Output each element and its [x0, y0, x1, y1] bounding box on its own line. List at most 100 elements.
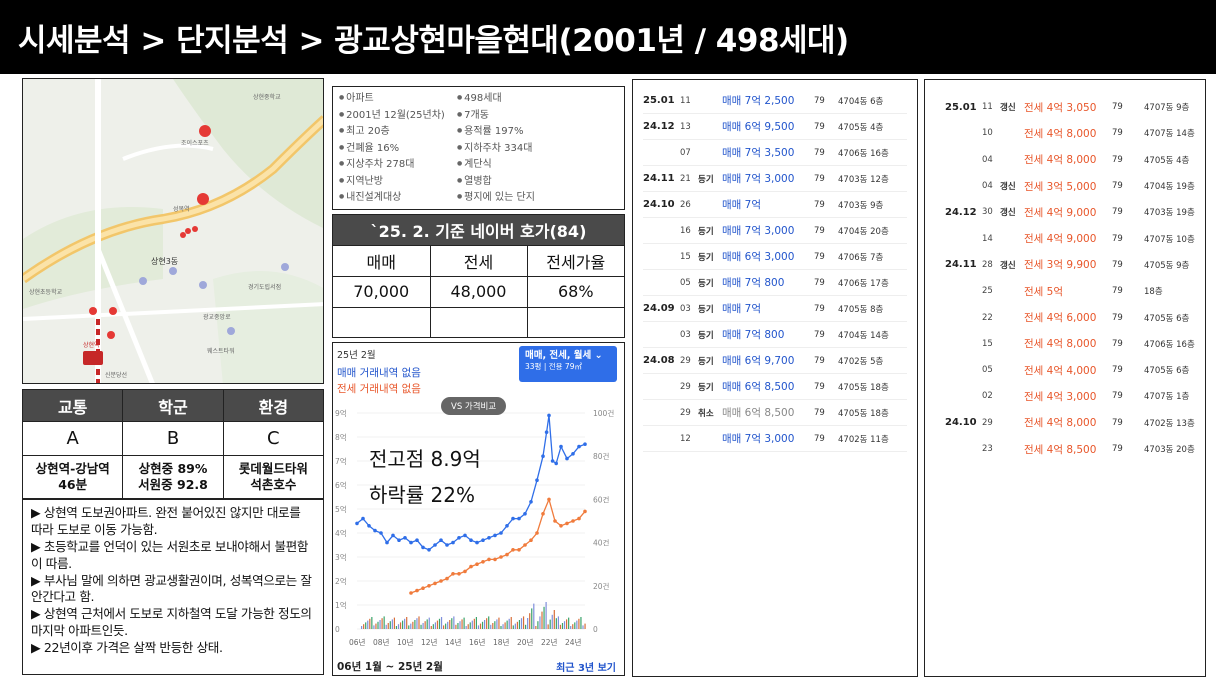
transaction-row[interactable]: 29 취소 매매 6억 8,500 79 4705동 18층: [643, 400, 907, 426]
note-item: ▶ 상현역 근처에서 도보로 지하철역 도달 가능한 정도의 마지막 아파트인듯…: [31, 606, 312, 639]
vs-compare-button[interactable]: VS 가격비교: [441, 397, 507, 415]
volume-bar: [568, 617, 570, 629]
transaction-row[interactable]: 05 전세 4억 4,000 79 4705동 6층: [945, 357, 1195, 383]
volume-bar: [561, 623, 564, 629]
transaction-price: 매매 6억 8,500: [722, 407, 795, 419]
transaction-day: 07: [680, 147, 691, 158]
quote-header-jeonse: 전세: [429, 246, 528, 277]
transaction-row[interactable]: 29 등기 매매 6억 8,500 79 4705동 18층: [643, 374, 907, 400]
transaction-tag: 등기: [698, 330, 714, 341]
transaction-row[interactable]: 24.12 30 갱신 전세 4억 9,000 79 4703동 19층: [945, 199, 1195, 225]
transaction-row[interactable]: 02 전세 4억 3,000 79 4707동 1층: [945, 383, 1195, 409]
transaction-day: 29: [680, 407, 691, 418]
volume-bar: [385, 624, 387, 629]
transaction-row[interactable]: 07 매매 7억 3,500 79 4706동 16층: [643, 140, 907, 166]
volume-bar: [477, 625, 480, 629]
transaction-price: 매매 6억 9,700: [722, 355, 795, 367]
transaction-row[interactable]: 15 전세 4억 8,000 79 4706동 16층: [945, 331, 1195, 357]
transaction-price: 매매 7억 2,500: [722, 95, 795, 107]
transaction-row[interactable]: 24.08 29 등기 매매 6억 9,700 79 4702동 5층: [643, 348, 907, 374]
transaction-unit: 4706동 16층: [1144, 339, 1195, 350]
volume-bar: [578, 618, 580, 629]
transaction-row[interactable]: 03 등기 매매 7억 800 79 4704동 14층: [643, 322, 907, 348]
svg-text:웨스트타워: 웨스트타워: [207, 347, 235, 355]
transaction-price: 전세 4억 3,050: [1024, 101, 1097, 114]
info-item-seismic[interactable]: 내진설계대상: [339, 189, 457, 206]
data-point: [577, 444, 581, 449]
volume-bar: [447, 621, 449, 629]
x-tick-label: 12년: [421, 637, 438, 647]
transaction-row[interactable]: 24.10 26 매매 7억 79 4703동 9층: [643, 192, 907, 218]
transaction-row[interactable]: 24.11 28 갱신 전세 3억 9,900 79 4705동 9층: [945, 252, 1195, 278]
transaction-day: 23: [982, 444, 993, 454]
volume-bar: [414, 620, 416, 629]
transaction-unit: 4707동 14층: [1144, 129, 1195, 140]
data-point: [505, 552, 509, 557]
location-map[interactable]: 상현중학교 조이스포츠 상현3동 상현역 상현초등학교 성복역 경기도립서점 웨…: [22, 78, 324, 384]
transaction-price: 전세 4억 8,000: [1024, 127, 1097, 140]
transaction-row[interactable]: 24.12 13 매매 6억 9,500 79 4705동 4층: [643, 114, 907, 140]
data-point: [559, 524, 563, 528]
transaction-area: 79: [1112, 181, 1123, 192]
transaction-price: 전세 4억 3,000: [1024, 390, 1097, 403]
recent-3y-link[interactable]: 최근 3년 보기: [556, 663, 616, 674]
transaction-row[interactable]: 22 전세 4억 6,000 79 4705동 6층: [945, 304, 1195, 330]
transaction-unit: 4706동 7층: [838, 252, 884, 263]
header-school: 학군: [122, 389, 224, 422]
transaction-price: 매매 7억 3,500: [722, 147, 795, 159]
y-tick-label: 8억: [335, 433, 347, 442]
data-point: [373, 528, 377, 533]
x-tick-label: 14년: [445, 637, 462, 647]
volume-bar: [582, 625, 584, 629]
svg-text:상현역: 상현역: [83, 341, 100, 349]
transaction-day: 10: [982, 128, 993, 139]
svg-text:상현3동: 상현3동: [151, 256, 178, 266]
info-item-flat[interactable]: 평지에 있는 단지: [457, 189, 617, 206]
transaction-row[interactable]: 23 전세 4억 8,500 79 4703동 20층: [945, 436, 1195, 462]
transaction-row[interactable]: 14 전세 4억 9,000 79 4707동 10층: [945, 225, 1195, 251]
transaction-row[interactable]: 15 등기 매매 6억 3,000 79 4706동 7층: [643, 244, 907, 270]
transaction-unit: 4703동 20층: [1144, 445, 1195, 455]
transaction-unit: 4703동 19층: [1144, 208, 1195, 219]
transaction-row[interactable]: 24.10 29 전세 4억 8,000 79 4702동 13층: [945, 410, 1195, 436]
data-point: [499, 531, 503, 535]
transaction-row[interactable]: 25.01 11 갱신 전세 4억 3,050 79 4707동 9층: [945, 94, 1195, 120]
volume-bar: [445, 623, 447, 629]
x-tick-label: 18년: [493, 637, 510, 647]
transaction-row[interactable]: 24.09 03 등기 매매 7억 79 4705동 8층: [643, 296, 907, 322]
transaction-day: 02: [982, 391, 993, 402]
transaction-row[interactable]: 05 등기 매매 7억 800 79 4706동 17층: [643, 270, 907, 296]
data-point: [397, 538, 401, 542]
transaction-row[interactable]: 16 등기 매매 7억 3,000 79 4704동 20층: [643, 218, 907, 244]
quote-header-sale: 매매: [333, 246, 431, 277]
y-tick-label: 2억: [335, 577, 347, 586]
transaction-row[interactable]: 04 갱신 전세 3억 5,000 79 4704동 19층: [945, 173, 1195, 199]
quote-empty-cell: [526, 306, 624, 337]
page-title: 시세분석 > 단지분석 > 광교상현마을현대(2001년 / 498세대): [0, 0, 1216, 74]
data-point: [445, 576, 449, 581]
header-environment: 환경: [222, 389, 324, 422]
y2-tick-label: 40건: [593, 538, 610, 548]
volume-bar: [549, 619, 551, 629]
trade-filter-dropdown[interactable]: 매매, 전세, 월세 ⌄ 33평 | 전용 79㎡: [519, 346, 617, 382]
transaction-unit: 4707동 9층: [1144, 103, 1190, 114]
volume-bar: [428, 617, 430, 629]
transaction-row[interactable]: 12 매매 7억 3,000 79 4702동 11층: [643, 426, 907, 452]
transaction-unit: 4702동 13층: [1144, 418, 1195, 429]
transaction-row[interactable]: 04 전세 4억 8,000 79 4705동 4층: [945, 147, 1195, 173]
transaction-row[interactable]: 24.11 21 등기 매매 7억 3,000 79 4703동 12층: [643, 166, 907, 192]
y-tick-label: 1억: [335, 601, 347, 610]
transaction-unit: 4705동 6층: [1144, 313, 1190, 324]
quote-sale-value: 70,000: [333, 276, 431, 308]
transaction-row[interactable]: 10 전세 4억 8,000 79 4707동 14층: [945, 120, 1195, 146]
data-point: [385, 540, 389, 545]
data-point: [493, 557, 497, 562]
y2-tick-label: 0: [593, 625, 598, 634]
note-item: ▶ 22년이후 가격은 살짝 반등한 상태.: [31, 640, 223, 655]
svg-text:조이스포츠: 조이스포츠: [181, 139, 209, 147]
transaction-row[interactable]: 25 전세 5억 79 18층: [945, 278, 1195, 304]
transaction-day: 15: [982, 338, 993, 349]
transaction-row[interactable]: 25.01 11 매매 7억 2,500 79 4704동 6층: [643, 88, 907, 114]
data-point: [403, 536, 407, 540]
transaction-area: 79: [1112, 286, 1123, 297]
